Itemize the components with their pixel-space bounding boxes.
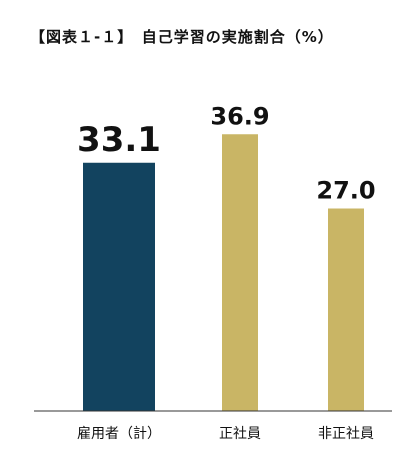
value-label-2: 36.9 <box>210 102 269 130</box>
labels-layer: 33.1 雇用者（計） 36.9 正社員 27.0 非正社員 <box>77 102 376 442</box>
chart-title: 【図表１-１】 自己学習の実施割合（%） <box>30 28 334 46</box>
category-label-1: 雇用者（計） <box>77 425 161 442</box>
category-label-2: 正社員 <box>219 426 261 442</box>
value-label-3: 27.0 <box>316 177 375 205</box>
bars-layer <box>83 134 364 411</box>
bar-1 <box>83 162 155 411</box>
bar-2 <box>222 134 258 411</box>
category-label-3: 非正社員 <box>318 426 374 442</box>
value-label-1: 33.1 <box>77 120 161 160</box>
bar-3 <box>328 208 364 411</box>
